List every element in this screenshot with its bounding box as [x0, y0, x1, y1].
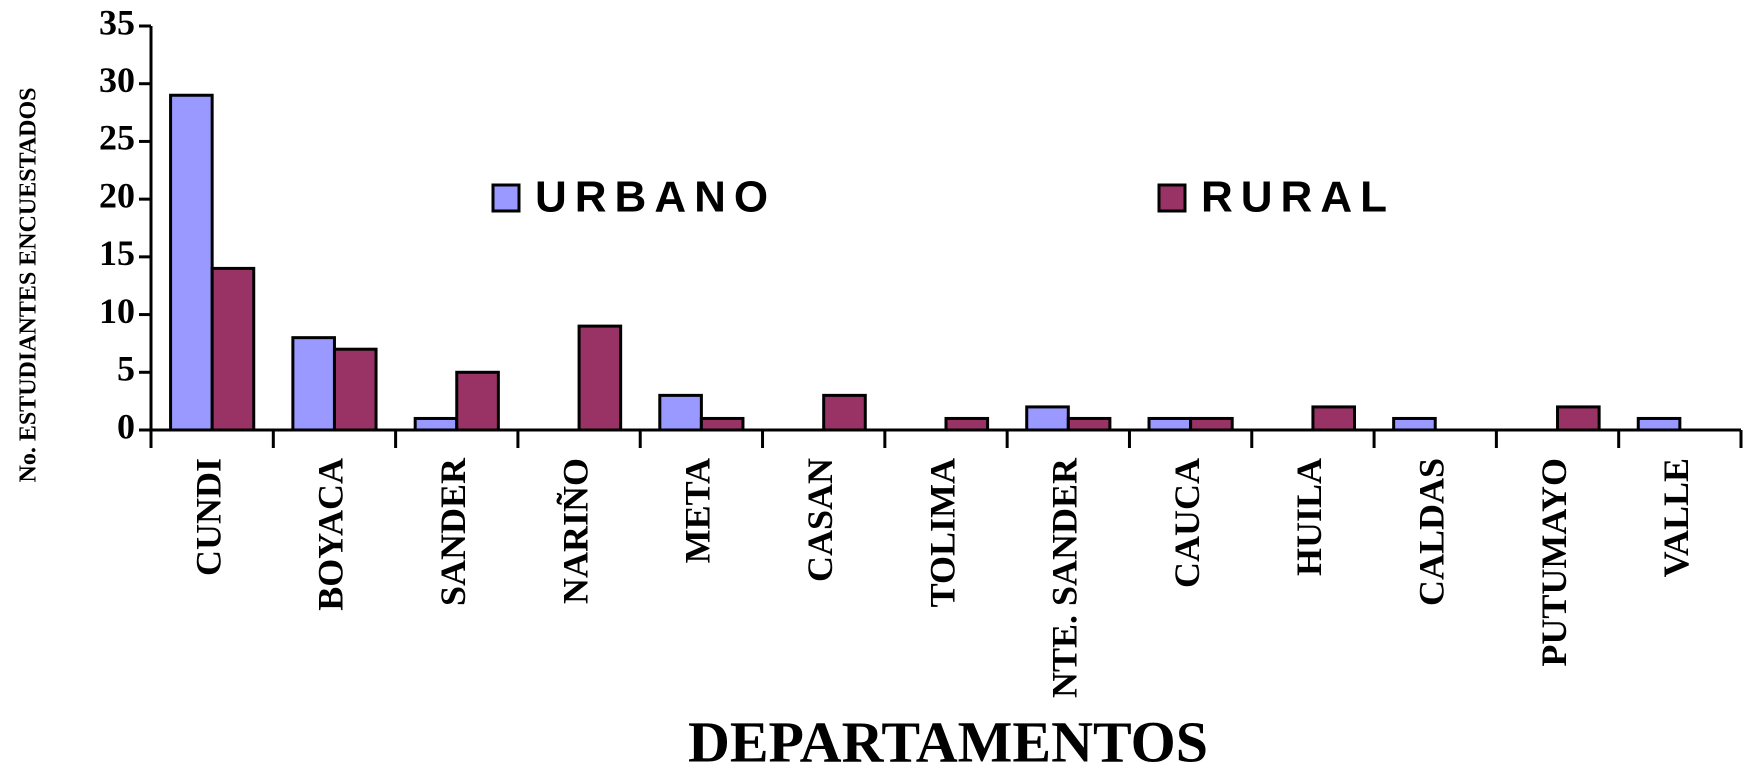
y-tick-label: 25: [99, 118, 135, 158]
y-tick-label: 15: [99, 233, 135, 273]
legend-swatch: [491, 183, 521, 213]
x-tick-label: META: [678, 458, 718, 563]
legend-label: RURAL: [1201, 173, 1395, 222]
bar: [332, 347, 378, 432]
bar: [1025, 405, 1070, 432]
y-tick-label: 35: [99, 2, 135, 42]
x-tick-label: BOYACA: [311, 458, 351, 611]
y-tick-label: 5: [117, 349, 135, 389]
x-tick-label: CAUCA: [1167, 458, 1207, 588]
bar: [1556, 405, 1601, 432]
y-tick-label: 30: [99, 60, 135, 100]
bar: [210, 266, 256, 432]
bar: [1392, 416, 1437, 432]
legend-label: URBANO: [535, 173, 776, 222]
x-tick-label: TOLIMA: [922, 458, 962, 607]
x-tick-label: CASAN: [800, 458, 840, 582]
y-tick-label: 0: [117, 406, 135, 446]
bar: [413, 416, 459, 432]
bar: [1311, 405, 1357, 432]
x-tick-label: VALLE: [1656, 458, 1696, 577]
bar: [699, 416, 745, 432]
bar: [822, 393, 867, 432]
x-tick-label: CUNDI: [188, 458, 228, 576]
x-axis-title: DEPARTAMENTOS: [688, 709, 1208, 774]
bar: [1189, 416, 1234, 432]
bar: [455, 370, 500, 432]
x-tick-label: CALDAS: [1411, 458, 1451, 606]
y-tick-label: 20: [99, 175, 135, 215]
y-axis-title: No. ESTUDIANTES ENCUESTADOS: [16, 88, 42, 483]
bar: [577, 324, 623, 432]
bar: [1636, 416, 1682, 432]
bar: [1066, 416, 1112, 432]
x-tick-label: PUTUMAYO: [1534, 458, 1574, 667]
x-tick-label: NTE. SANDER: [1045, 457, 1085, 698]
y-tick-label: 10: [99, 291, 135, 331]
bar: [1147, 416, 1193, 432]
legend-swatch: [1157, 183, 1187, 213]
bar: [169, 93, 214, 432]
bar: [291, 336, 336, 432]
x-tick-label: NARIÑO: [555, 458, 595, 604]
bar: [658, 393, 703, 432]
bar: [944, 416, 990, 432]
x-tick-label: HUILA: [1289, 458, 1329, 576]
x-tick-label: SANDER: [433, 457, 473, 606]
